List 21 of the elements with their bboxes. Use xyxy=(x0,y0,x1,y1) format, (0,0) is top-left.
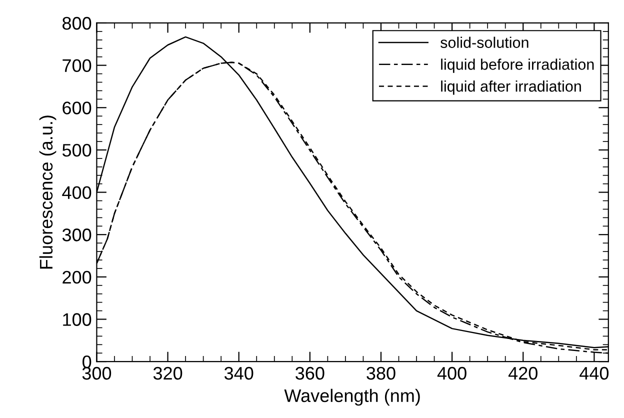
x-tick-label: 380 xyxy=(366,366,396,380)
y-tick-label: 500 xyxy=(62,144,92,157)
y-tick-label: 400 xyxy=(62,186,92,199)
x-tick-label: 360 xyxy=(296,366,324,380)
y-tick-label: 700 xyxy=(62,59,92,72)
x-tick-label: 300 xyxy=(82,366,112,380)
x-axis-title: Wavelength (nm) xyxy=(284,388,420,406)
legend-label: liquid after irradiation xyxy=(441,80,581,95)
x-tick-label: 340 xyxy=(224,366,254,380)
legend-label: liquid before irradiation xyxy=(441,58,594,73)
x-tick-label: 440 xyxy=(580,366,609,380)
y-tick-label: 800 xyxy=(62,16,92,30)
y-tick-label: 200 xyxy=(62,270,92,284)
x-tick-label: 420 xyxy=(508,366,538,380)
legend-label: solid-solution xyxy=(440,36,528,48)
y-axis-title: Fluorescence (a.u.) xyxy=(39,116,56,269)
y-tick-label: 300 xyxy=(62,228,92,242)
x-tick-label: 400 xyxy=(437,366,466,380)
x-tick-label: 320 xyxy=(153,366,182,380)
y-tick-label: 600 xyxy=(62,102,92,114)
y-tick-label: 100 xyxy=(63,313,92,326)
